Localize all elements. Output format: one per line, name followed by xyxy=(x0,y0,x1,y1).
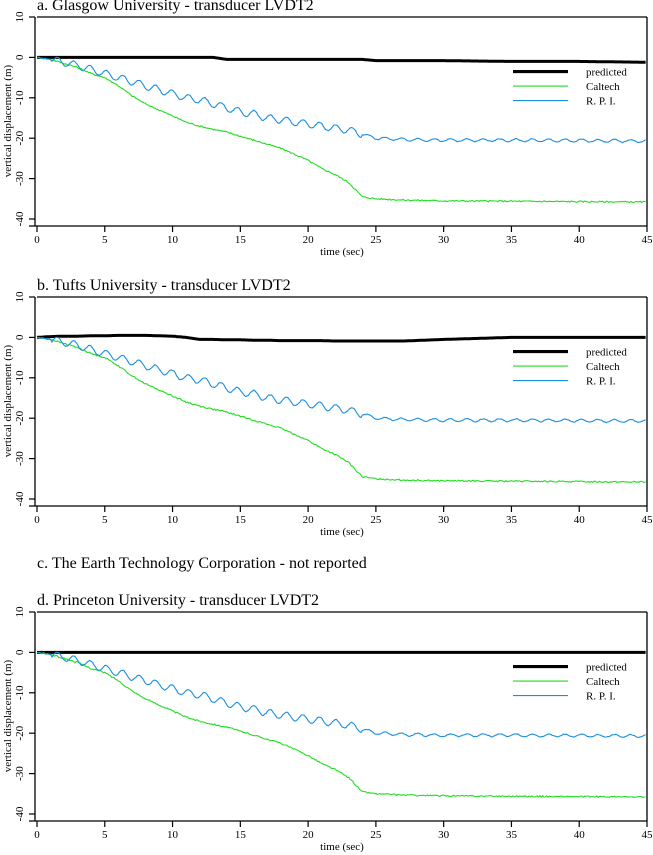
x-tick-label: 20 xyxy=(303,514,315,526)
y-axis-label: vertical displacement (m) xyxy=(2,344,14,457)
x-tick-label: 30 xyxy=(438,829,450,841)
y-axis-label: vertical displacement (m) xyxy=(2,659,14,772)
y-tick-label: 10 xyxy=(14,291,26,303)
y-tick-label: -30 xyxy=(14,171,26,186)
x-axis-label: time (sec) xyxy=(320,246,364,258)
x-tick-label: 5 xyxy=(102,514,108,526)
x-tick-label: 20 xyxy=(303,829,315,841)
x-tick-label: 10 xyxy=(167,234,179,246)
legend-label-caltech: Caltech xyxy=(586,676,620,688)
x-tick-label: 25 xyxy=(370,514,382,526)
legend-label-rpi: R. P. I. xyxy=(586,96,616,108)
y-tick-label: 0 xyxy=(14,54,26,60)
y-tick-label: 10 xyxy=(14,606,26,618)
series-line-predicted xyxy=(37,57,646,62)
x-tick-label: 15 xyxy=(235,514,247,526)
y-tick-label: -10 xyxy=(14,90,26,105)
x-tick-label: 0 xyxy=(34,514,40,526)
x-tick-label: 0 xyxy=(34,234,40,246)
y-axis-label: vertical displacement (m) xyxy=(2,64,14,177)
legend-label-predicted: predicted xyxy=(586,67,627,79)
legend-label-rpi: R. P. I. xyxy=(586,691,616,703)
y-tick-label: -20 xyxy=(14,130,26,145)
y-tick-label: -10 xyxy=(14,685,26,700)
x-tick-label: 5 xyxy=(102,234,108,246)
x-tick-label: 45 xyxy=(642,514,653,526)
chart-panel-a: 10 0 -10 -20 -30 -40 vertical displacement (m)… xyxy=(0,0,653,260)
x-tick-label: 30 xyxy=(438,234,450,246)
y-tick-label: 0 xyxy=(14,649,26,655)
x-tick-label: 0 xyxy=(34,829,40,841)
y-tick-label: -40 xyxy=(14,211,26,226)
x-tick-label: 45 xyxy=(642,234,653,246)
x-tick-label: 15 xyxy=(235,829,247,841)
y-tick-label: -20 xyxy=(14,410,26,425)
legend-label-caltech: Caltech xyxy=(586,361,620,373)
x-tick-label: 40 xyxy=(574,829,586,841)
x-tick-label: 5 xyxy=(102,829,108,841)
x-tick-label: 25 xyxy=(370,829,382,841)
x-tick-label: 40 xyxy=(574,234,586,246)
legend-label-rpi: R. P. I. xyxy=(586,376,616,388)
x-axis-label: time (sec) xyxy=(320,841,364,853)
x-tick-label: 40 xyxy=(574,514,586,526)
legend-label-predicted: predicted xyxy=(586,662,627,674)
y-tick-label: -40 xyxy=(14,806,26,821)
y-tick-label: -20 xyxy=(14,725,26,740)
x-tick-label: 30 xyxy=(438,514,450,526)
x-tick-label: 10 xyxy=(167,514,179,526)
chart-panel-b: 10 0 -10 -20 -30 -40 vertical displacement (m)… xyxy=(0,280,653,550)
y-tick-label: -40 xyxy=(14,491,26,506)
x-tick-label: 45 xyxy=(642,829,653,841)
x-tick-label: 35 xyxy=(506,829,518,841)
series-line-predicted xyxy=(37,335,646,341)
x-tick-label: 35 xyxy=(506,514,518,526)
y-tick-label: -30 xyxy=(14,766,26,781)
x-tick-label: 20 xyxy=(303,234,315,246)
x-tick-label: 25 xyxy=(370,234,382,246)
x-tick-label: 10 xyxy=(167,829,179,841)
legend-label-caltech: Caltech xyxy=(586,81,620,93)
x-tick-label: 15 xyxy=(235,234,247,246)
chart-panel-d: 10 0 -10 -20 -30 -40 vertical displacement (m)… xyxy=(0,595,653,855)
y-tick-label: -30 xyxy=(14,451,26,466)
legend-label-predicted: predicted xyxy=(586,347,627,359)
y-tick-label: -10 xyxy=(14,370,26,385)
y-tick-label: 0 xyxy=(14,334,26,340)
x-axis-label: time (sec) xyxy=(320,526,364,538)
series-line-caltech xyxy=(37,652,646,797)
panel-c-note: c. The Earth Technology Corporation - no… xyxy=(37,555,367,573)
y-tick-label: 10 xyxy=(14,11,26,23)
x-tick-label: 35 xyxy=(506,234,518,246)
